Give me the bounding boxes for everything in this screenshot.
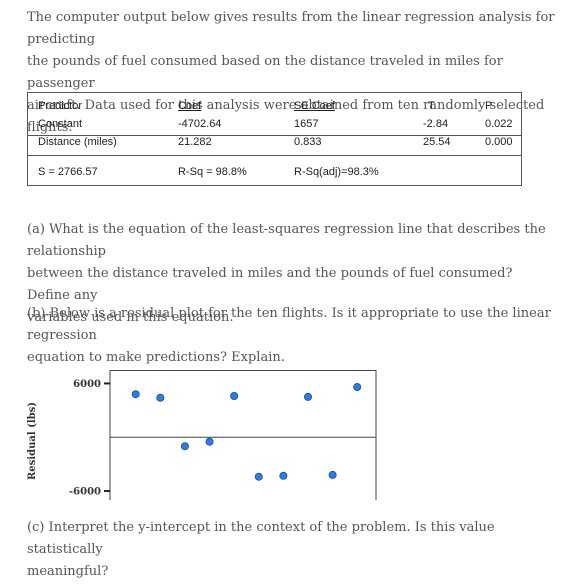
y-tick-label: -6000 <box>69 487 101 498</box>
residual-point <box>180 442 189 451</box>
intro-line: The computer output below gives results … <box>27 10 555 47</box>
footer-s: S = 2766.57 <box>38 166 98 178</box>
question-b-line: equation to make predictions? Explain. <box>27 350 285 365</box>
question-a-line: between the distance traveled in miles a… <box>27 266 513 303</box>
header-t: T <box>428 100 435 112</box>
question-a-line: variables used in this equation. <box>27 310 234 325</box>
residual-point <box>156 393 165 402</box>
row-constant-coef: -4702.64 <box>178 118 222 130</box>
row-constant-se: 1657 <box>294 118 319 130</box>
residual-point <box>230 391 239 400</box>
residual-point <box>205 437 214 446</box>
row-distance-label: Distance (miles) <box>38 136 117 148</box>
question-c: (c) Interpret the y-intercept in the con… <box>27 517 557 583</box>
intro-paragraph: The computer output below gives results … <box>27 7 557 139</box>
footer-rsq-adj: R-Sq(adj)=98.3% <box>294 166 379 178</box>
residual-point <box>353 383 362 392</box>
table-row-divider <box>28 135 521 136</box>
residual-point <box>279 471 288 480</box>
residual-point <box>328 470 337 479</box>
table-footer-divider <box>28 155 521 156</box>
residual-point <box>254 472 263 481</box>
regression-output-table: Predictor Coef SE Coef T P Constant -470… <box>27 92 522 186</box>
y-tick-label: 6000 <box>73 379 101 390</box>
residual-plot: 6000 -6000 <box>69 370 377 500</box>
intro-line: aircraft. Data used for this analysis we… <box>27 98 545 135</box>
question-c-line: meaningful? <box>27 564 109 579</box>
intro-line: the pounds of fuel consumed based on the… <box>27 54 503 91</box>
question-a: (a) What is the equation of the least-sq… <box>27 219 557 329</box>
row-distance-coef: 21.282 <box>178 136 212 148</box>
header-se-coef: SE Coef <box>294 100 335 112</box>
row-distance-se: 0.833 <box>294 136 322 148</box>
row-constant-label: Constant <box>38 118 83 130</box>
header-p: P <box>485 100 493 112</box>
row-distance-t: 25.54 <box>423 136 451 148</box>
row-constant-p: 0.022 <box>485 118 513 130</box>
row-constant-t: -2.84 <box>423 118 449 130</box>
row-distance-p: 0.000 <box>485 136 513 148</box>
question-b: (b) Below is a residual plot for the ten… <box>27 303 557 369</box>
header-coef: Coef <box>178 100 202 112</box>
question-b-line: (b) Below is a residual plot for the ten… <box>27 306 551 343</box>
footer-rsq: R-Sq = 98.8% <box>178 166 247 178</box>
question-c-line: (c) Interpret the y-intercept in the con… <box>27 520 495 557</box>
residual-point <box>131 390 140 399</box>
residual-axis-label: Residual (lbs) <box>27 401 38 480</box>
header-predictor: Predictor <box>38 100 83 112</box>
question-a-line: (a) What is the equation of the least-sq… <box>27 222 546 259</box>
residual-point <box>303 392 312 401</box>
